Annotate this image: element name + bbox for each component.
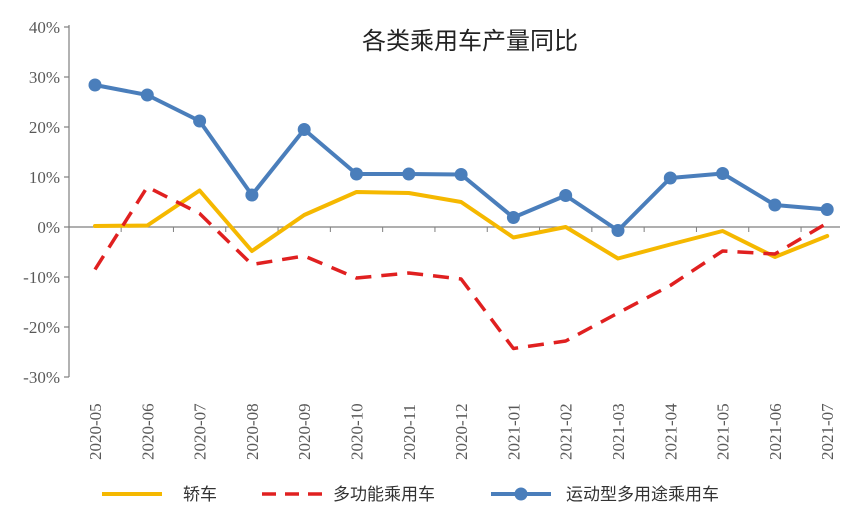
- x-tick-label: 2020-12: [452, 403, 471, 460]
- legend-label: 多功能乘用车: [333, 485, 435, 505]
- chart-title: 各类乘用车产量同比: [362, 27, 578, 55]
- data-point: [506, 211, 520, 224]
- y-tick-label: 10%: [29, 168, 60, 187]
- x-tick-label: 2021-07: [818, 403, 837, 460]
- data-point: [716, 167, 730, 180]
- data-point: [88, 78, 102, 92]
- x-tick-label: 2021-04: [661, 403, 680, 460]
- data-point: [402, 167, 416, 181]
- series-line-3: [93, 83, 830, 233]
- data-point: [350, 167, 363, 181]
- x-tick-label: 2021-03: [609, 403, 628, 460]
- x-tick-label: 2020-08: [243, 403, 262, 460]
- series-line-1: [93, 188, 830, 261]
- data-point: [663, 171, 677, 185]
- x-tick-label: 2021-01: [504, 403, 523, 460]
- x-tick-label: 2020-11: [400, 404, 419, 460]
- y-tick-label: 30%: [29, 68, 60, 87]
- legend: 轿车 多功能乘用车 运动型多用途乘用车: [102, 485, 719, 505]
- data-point: [193, 114, 207, 128]
- data-point: [245, 188, 259, 202]
- x-tick-label: 2020-09: [295, 403, 314, 460]
- series-line-2: [93, 185, 829, 351]
- legend-marker: [514, 487, 528, 501]
- y-tick-label: -10%: [23, 268, 60, 287]
- x-tick-label: 2020-06: [138, 403, 157, 460]
- x-tick-label: 2020-05: [86, 403, 105, 460]
- legend-label: 轿车: [183, 485, 217, 505]
- x-tick-label: 2021-06: [766, 403, 785, 460]
- x-axis: 2020-05 2020-06 2020-07 2020-08 2020-09 2020-…: [86, 227, 837, 460]
- x-tick-label: 2021-05: [714, 403, 733, 460]
- x-tick-label: 2020-10: [348, 403, 367, 460]
- y-tick-label: 0%: [37, 218, 60, 237]
- x-tick-label: 2020-07: [191, 403, 210, 460]
- x-tick-label: 2021-02: [557, 403, 576, 460]
- data-point: [140, 88, 154, 102]
- y-tick-label: 40%: [29, 18, 60, 37]
- y-tick-label: -30%: [23, 368, 60, 387]
- data-point: [454, 168, 468, 181]
- y-tick-label: 20%: [29, 118, 60, 137]
- plot-area: [88, 78, 834, 351]
- data-point: [820, 203, 834, 216]
- data-point: [297, 123, 311, 136]
- legend-label: 运动型多用途乘用车: [566, 485, 719, 505]
- data-point: [611, 224, 625, 237]
- y-tick-label: -20%: [23, 318, 60, 337]
- y-axis: 40% 30% 20% 10% 0% -10% -20% -30%: [23, 18, 69, 387]
- data-point: [768, 198, 782, 212]
- data-point: [559, 189, 573, 202]
